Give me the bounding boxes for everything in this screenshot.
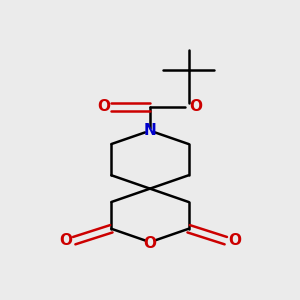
Text: O: O (143, 236, 157, 251)
Text: O: O (190, 99, 202, 114)
Text: O: O (228, 233, 241, 248)
Text: O: O (98, 99, 110, 114)
Text: N: N (144, 123, 156, 138)
Text: O: O (59, 233, 72, 248)
